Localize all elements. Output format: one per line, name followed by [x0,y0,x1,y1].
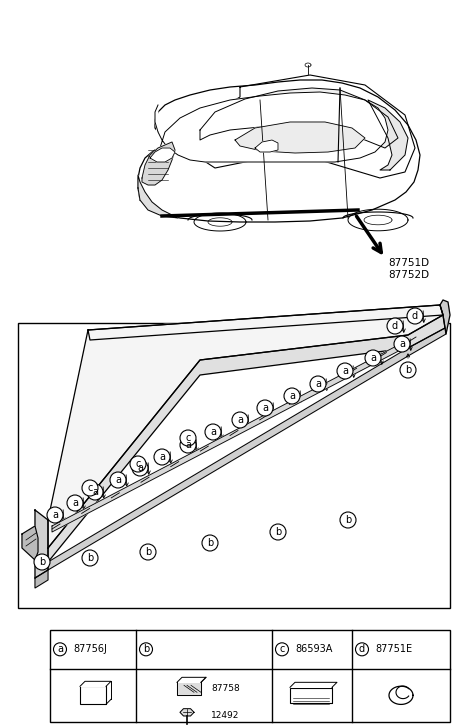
Circle shape [82,550,98,566]
Text: c: c [279,644,285,654]
Text: a: a [137,463,143,473]
Circle shape [87,484,103,500]
Circle shape [337,363,353,379]
Text: b: b [275,527,281,537]
Text: a: a [52,510,58,520]
Text: b: b [345,515,351,525]
Polygon shape [180,709,194,716]
Circle shape [140,544,156,560]
Text: b: b [405,365,411,375]
Circle shape [340,512,356,528]
Text: a: a [315,379,321,389]
Text: b: b [39,557,45,567]
Circle shape [407,308,423,324]
Circle shape [130,456,146,472]
Text: 87752D: 87752D [388,270,429,280]
Circle shape [67,495,83,511]
Polygon shape [368,100,408,170]
Text: d: d [392,321,398,331]
Polygon shape [52,340,410,532]
Text: a: a [399,339,405,349]
Polygon shape [255,140,278,152]
Circle shape [34,554,50,570]
Circle shape [47,507,63,523]
Bar [290,688,332,703]
Circle shape [270,524,286,540]
Text: a: a [262,403,268,413]
Text: a: a [115,475,121,485]
Text: 12492: 12492 [211,711,240,720]
Circle shape [202,535,218,551]
Text: d: d [412,311,418,321]
Polygon shape [192,75,415,178]
Text: c: c [135,459,141,469]
Text: a: a [72,498,78,508]
Text: 87751E: 87751E [375,644,412,654]
Text: a: a [370,353,376,363]
Polygon shape [440,300,450,334]
Polygon shape [35,510,48,578]
Text: a: a [210,427,216,437]
Circle shape [387,318,403,334]
Circle shape [394,336,410,352]
Circle shape [82,480,98,496]
Circle shape [139,643,152,656]
Polygon shape [48,328,446,570]
Polygon shape [177,683,201,695]
Text: a: a [185,440,191,450]
Bar [18,323,450,608]
Text: a: a [92,487,98,497]
Circle shape [356,643,369,656]
Polygon shape [35,570,48,588]
Circle shape [132,460,148,476]
Polygon shape [155,92,388,165]
Text: a: a [159,452,165,462]
Circle shape [110,472,126,488]
Text: a: a [57,644,63,654]
Text: 87758: 87758 [211,684,240,693]
Circle shape [365,350,381,366]
Text: 87751D: 87751D [388,258,429,268]
Circle shape [154,449,170,465]
Bar [80,686,106,704]
Polygon shape [22,526,38,560]
Circle shape [310,376,326,392]
Polygon shape [177,678,206,683]
Circle shape [275,643,288,656]
Polygon shape [88,305,443,340]
Text: c: c [185,433,191,443]
Circle shape [232,412,248,428]
Polygon shape [290,683,337,687]
Polygon shape [138,175,178,218]
Polygon shape [235,122,365,153]
Polygon shape [200,88,398,148]
Polygon shape [80,681,111,686]
Circle shape [257,400,273,416]
Text: a: a [342,366,348,376]
Circle shape [54,643,67,656]
Text: 86593A: 86593A [295,644,332,654]
Text: b: b [145,547,151,557]
Circle shape [284,388,300,404]
Polygon shape [48,315,445,562]
Polygon shape [48,305,443,548]
Text: b: b [207,538,213,548]
Polygon shape [142,142,175,185]
Text: b: b [143,644,149,654]
Text: 87756J: 87756J [73,644,107,654]
Text: d: d [359,644,365,654]
Circle shape [205,424,221,440]
Polygon shape [150,148,175,162]
Text: b: b [87,553,93,563]
Text: c: c [87,483,93,493]
Circle shape [400,362,416,378]
Bar [50,630,450,722]
Circle shape [180,437,196,453]
Circle shape [180,430,196,446]
Text: a: a [289,391,295,401]
Text: a: a [237,415,243,425]
